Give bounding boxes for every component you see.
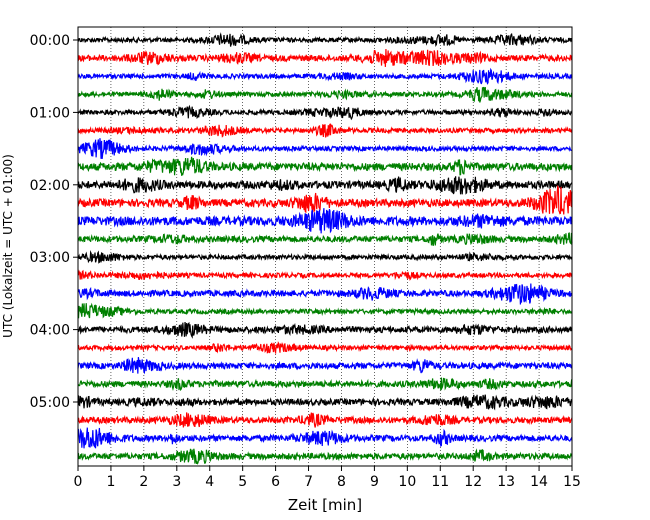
x-tick-label: 5 <box>238 474 247 490</box>
plot-frame <box>77 26 573 467</box>
trace-row <box>77 302 573 319</box>
x-tick-label: 6 <box>271 474 280 490</box>
grid <box>110 27 540 466</box>
trace-row <box>77 184 573 215</box>
y-tick-label: 05:00 <box>30 395 70 411</box>
y-tick-label: 04:00 <box>30 323 70 339</box>
x-tick-label: 0 <box>74 474 83 490</box>
x-axis-label: Zeit [min] <box>288 496 362 514</box>
trace-row <box>77 283 573 305</box>
y-tick-label: 02:00 <box>30 178 70 194</box>
trace-row <box>77 176 573 195</box>
x-tick-label: 12 <box>464 474 482 490</box>
trace-row <box>77 232 573 246</box>
x-tick-label: 9 <box>370 474 379 490</box>
trace-row <box>77 138 573 159</box>
y-tick-label: 00:00 <box>30 33 70 49</box>
x-tick-label: 8 <box>337 474 346 490</box>
traces <box>77 32 573 465</box>
x-tick-label: 3 <box>172 474 181 490</box>
x-tick-label: 11 <box>431 474 449 490</box>
y-axis-ticks: 00:00 01:00 02:00 03:00 04:00 05:00 <box>30 33 78 411</box>
x-tick-label: 15 <box>563 474 581 490</box>
trace-row <box>77 269 573 281</box>
trace-row <box>77 49 573 67</box>
trace-row <box>77 250 573 264</box>
x-tick-label: 7 <box>304 474 313 490</box>
trace-row <box>77 412 573 428</box>
x-tick-label: 4 <box>205 474 214 490</box>
x-tick-label: 10 <box>398 474 416 490</box>
trace-row <box>77 357 573 375</box>
trace-row <box>77 448 573 465</box>
trace-row <box>77 86 573 103</box>
x-tick-label: 1 <box>106 474 115 490</box>
trace-row <box>77 122 573 138</box>
trace-row <box>77 394 573 411</box>
x-tick-label: 2 <box>139 474 148 490</box>
trace-row <box>77 67 573 85</box>
trace-row <box>77 32 573 47</box>
trace-row <box>77 104 573 121</box>
y-tick-label: 01:00 <box>30 105 70 121</box>
trace-row <box>77 321 573 339</box>
x-tick-label: 14 <box>530 474 548 490</box>
trace-row <box>77 341 573 355</box>
x-tick-label: 13 <box>497 474 515 490</box>
trace-row <box>77 208 573 234</box>
trace-row <box>77 427 573 449</box>
x-axis-ticks: 0 1 2 3 4 5 6 7 8 9 10 11 12 13 14 15 <box>74 466 581 490</box>
trace-row <box>77 156 573 176</box>
trace-row <box>77 377 573 392</box>
y-tick-label: 03:00 <box>30 250 70 266</box>
y-axis-label: UTC (Lokalzeit = UTC + 01:00) <box>1 154 15 338</box>
